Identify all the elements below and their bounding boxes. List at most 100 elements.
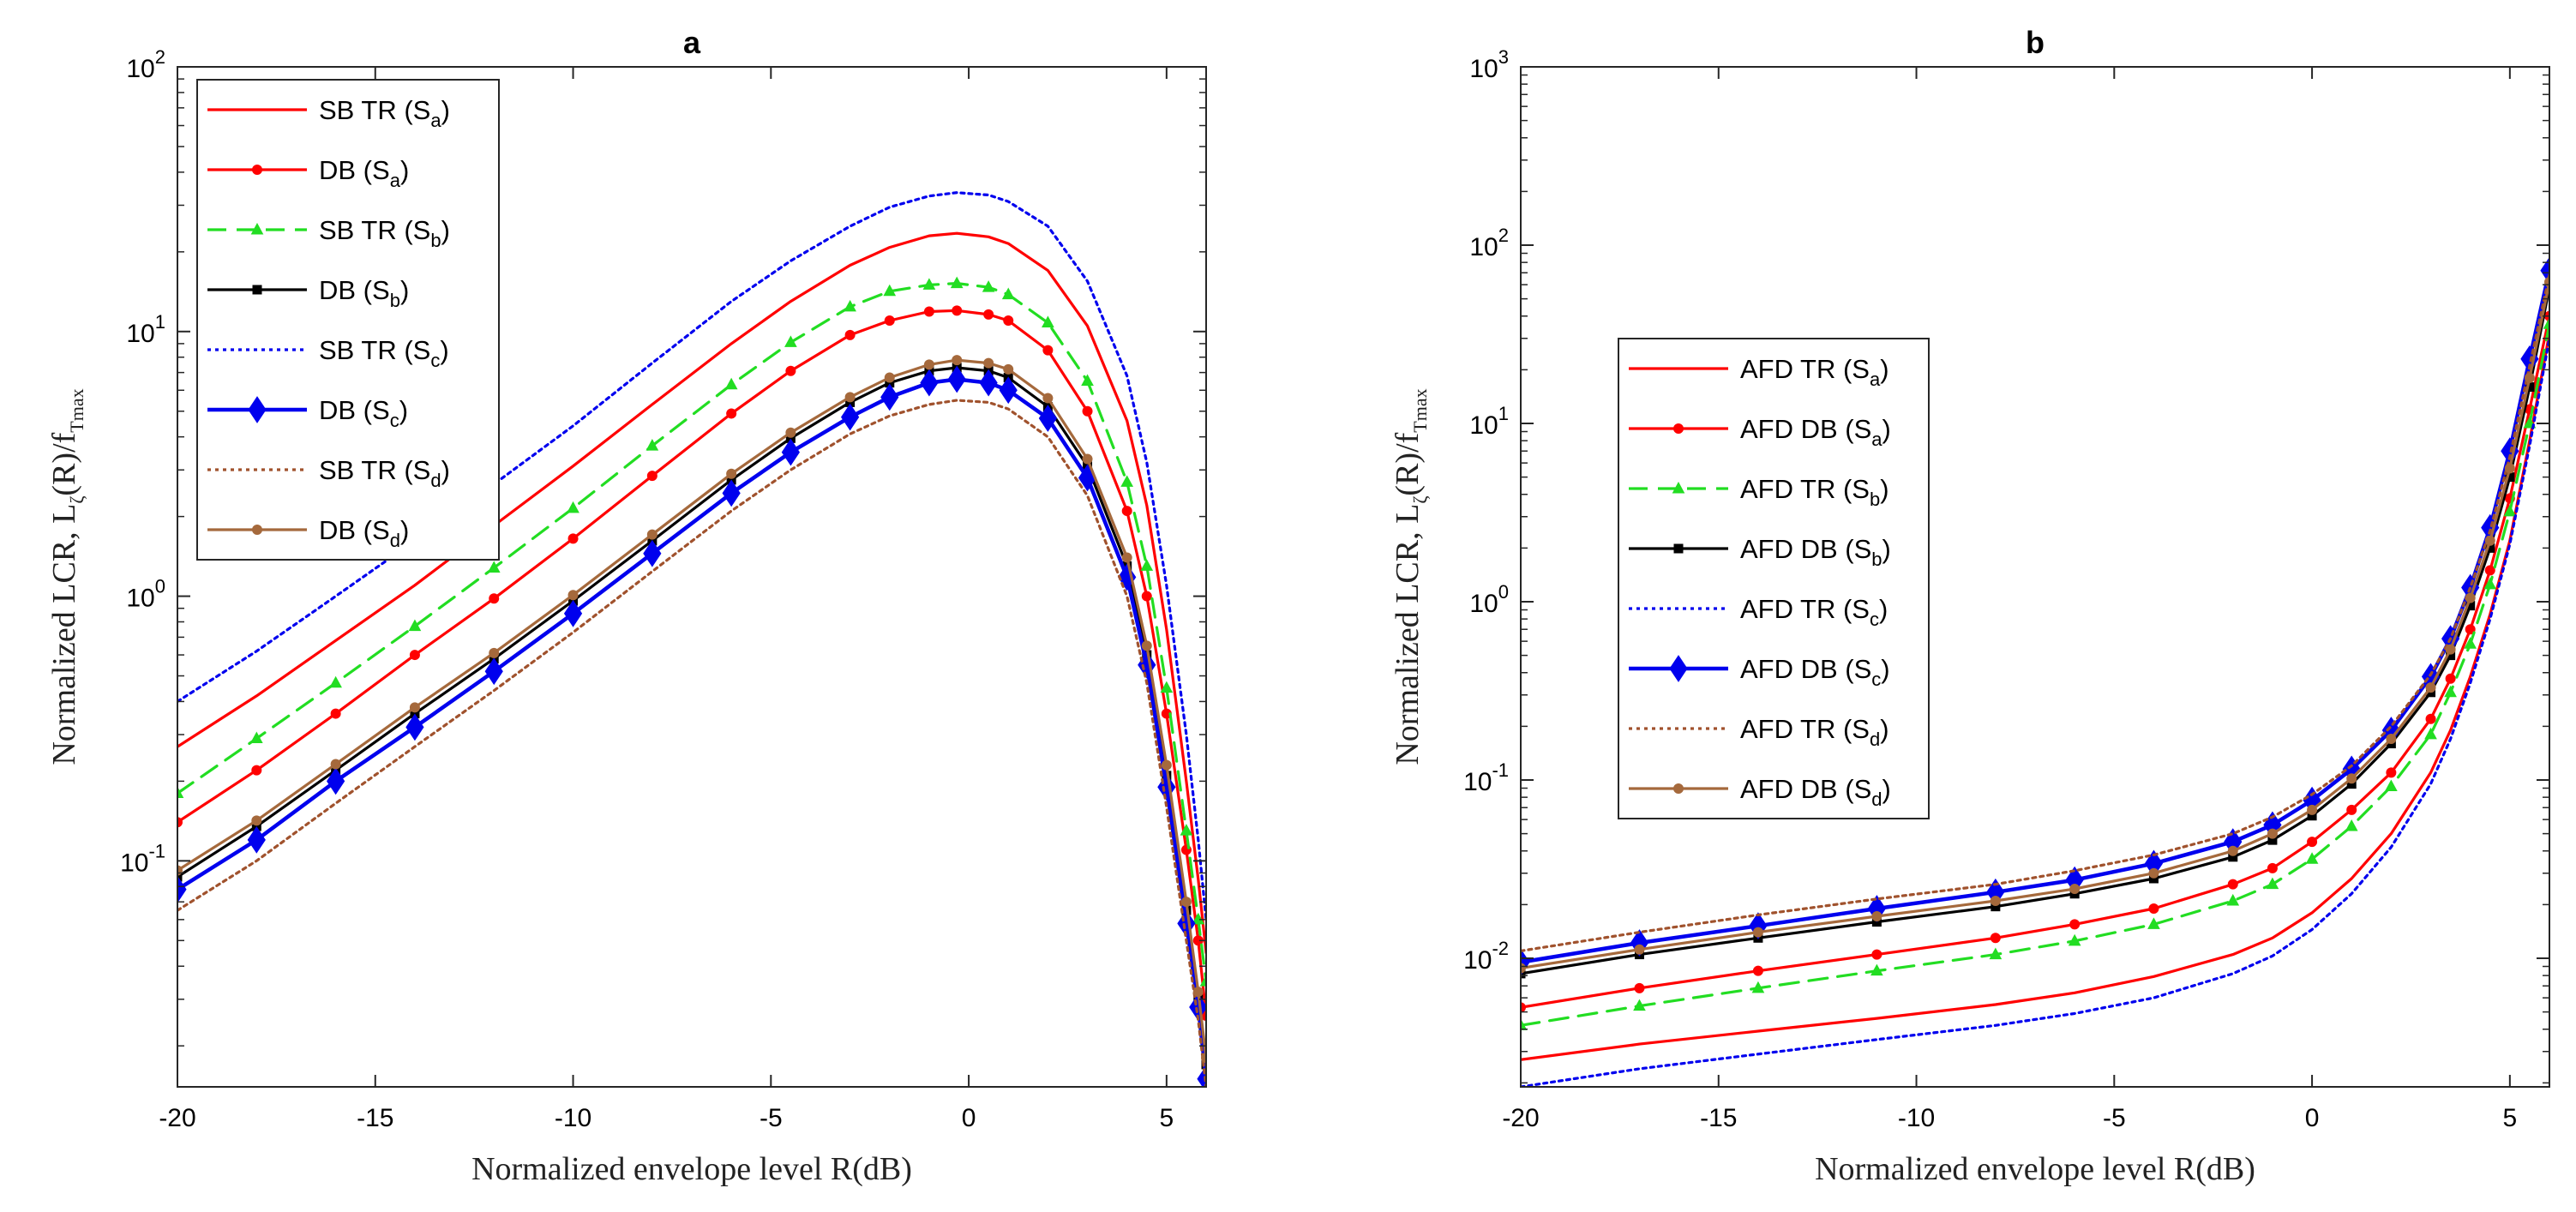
y-axis-label: Normalized LCR, Lζ(R)/fTmax xyxy=(1390,388,1431,765)
legend-entry-label: SB TR (Sd) xyxy=(319,455,450,491)
data-point xyxy=(2445,673,2456,684)
data-point xyxy=(1180,824,1193,836)
data-point xyxy=(1201,1053,1206,1064)
data-point xyxy=(2266,877,2279,890)
data-point xyxy=(2346,773,2357,784)
data-point xyxy=(1003,363,1014,375)
legend-entry-label: DB (Sd) xyxy=(319,515,409,551)
data-point xyxy=(409,650,420,661)
y-tick-label: 10-1 xyxy=(1463,759,1509,796)
data-point xyxy=(1633,999,1646,1011)
data-point xyxy=(2424,727,2437,740)
data-point xyxy=(1140,559,1154,571)
data-point xyxy=(884,315,895,326)
data-point xyxy=(947,365,966,393)
data-point xyxy=(883,284,897,297)
legend-marker xyxy=(252,285,262,295)
legend-entry-label: AFD TR (Sb) xyxy=(1740,474,1889,510)
legend-marker xyxy=(1672,481,1685,494)
data-point xyxy=(177,817,183,828)
data-point xyxy=(2444,685,2457,698)
data-point xyxy=(1634,944,1645,955)
data-point xyxy=(2307,837,2318,848)
data-point xyxy=(1161,759,1172,771)
data-point xyxy=(177,786,184,799)
data-point xyxy=(2540,256,2549,285)
chart-panel-b: -20 -15 -10 -5 0 5 10-2 10-1 100 101 102 103 b Normal… xyxy=(1390,25,2550,1187)
data-point xyxy=(983,309,994,320)
data-point xyxy=(408,619,422,632)
legend-entry-label: AFD TR (Sa) xyxy=(1740,354,1889,390)
data-point xyxy=(567,533,579,544)
panel-title: a xyxy=(683,25,701,60)
legend-entry-label: DB (Sb) xyxy=(319,275,409,311)
data-point xyxy=(2465,624,2476,635)
y-tick-label: 100 xyxy=(126,576,165,613)
data-point xyxy=(646,439,659,451)
x-tick-label: -20 xyxy=(159,1104,195,1132)
data-point xyxy=(1521,969,1526,979)
data-point xyxy=(2069,919,2081,930)
data-point xyxy=(1180,897,1192,908)
data-point xyxy=(983,357,994,369)
legend-entry-label: AFD DB (Sd) xyxy=(1740,774,1891,810)
data-point xyxy=(1521,1018,1528,1030)
data-point xyxy=(726,408,737,419)
data-point xyxy=(487,561,501,573)
legend-entry-label: DB (Sc) xyxy=(319,395,408,431)
y-tick-label: 10-1 xyxy=(120,840,165,877)
data-point xyxy=(177,875,187,903)
data-point xyxy=(880,383,899,411)
legend-marker xyxy=(1669,655,1688,682)
data-point xyxy=(1870,963,1883,976)
legend-marker xyxy=(252,165,262,175)
x-tick-label: -15 xyxy=(1700,1104,1737,1132)
data-point xyxy=(1038,405,1057,432)
legend-entry-label: SB TR (Sa) xyxy=(319,95,450,131)
data-point xyxy=(1752,965,1763,976)
legend-entry-label: AFD DB (Sc) xyxy=(1740,654,1890,690)
data-point xyxy=(999,376,1018,405)
data-point xyxy=(249,731,263,744)
data-point xyxy=(1634,982,1645,993)
data-point xyxy=(2227,879,2238,890)
data-point xyxy=(2524,372,2535,383)
data-point xyxy=(2148,867,2159,879)
data-point xyxy=(251,765,262,776)
data-point xyxy=(724,377,738,390)
data-point xyxy=(563,599,583,627)
data-point xyxy=(1871,949,1882,960)
data-point xyxy=(330,759,341,770)
data-point xyxy=(923,306,934,317)
data-point xyxy=(2305,852,2319,864)
x-tick-label: 0 xyxy=(962,1104,976,1132)
data-point xyxy=(2226,893,2240,906)
x-tick-label: -10 xyxy=(555,1104,591,1132)
data-point xyxy=(1121,552,1132,563)
data-point xyxy=(884,372,895,383)
series-line-sb-tr-sd xyxy=(177,399,1206,1087)
x-tick-label: -10 xyxy=(1898,1104,1935,1132)
data-point xyxy=(643,539,662,567)
data-point xyxy=(2345,819,2358,831)
data-point xyxy=(484,657,503,686)
data-point xyxy=(923,359,934,370)
legend-entry-label: AFD TR (Sc) xyxy=(1740,594,1888,630)
data-point xyxy=(251,815,262,826)
x-tick-label: -5 xyxy=(760,1104,783,1132)
data-point xyxy=(2503,504,2517,517)
data-point xyxy=(1120,475,1134,487)
data-point xyxy=(405,713,424,741)
series-group xyxy=(177,191,1206,1087)
y-tick-label: 102 xyxy=(126,46,165,83)
y-tick-label: 102 xyxy=(1469,225,1509,261)
data-point xyxy=(1871,910,1882,921)
data-point xyxy=(646,529,658,540)
x-tick-label: 5 xyxy=(1160,1104,1174,1132)
data-point xyxy=(2227,845,2238,856)
legend-marker xyxy=(248,396,267,423)
data-point xyxy=(2465,592,2476,603)
data-point xyxy=(1081,374,1094,387)
data-point xyxy=(567,501,579,513)
data-point xyxy=(1082,453,1093,465)
